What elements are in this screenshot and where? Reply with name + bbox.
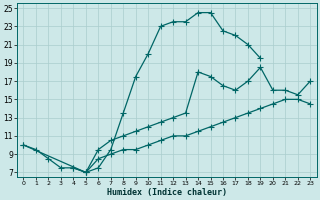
X-axis label: Humidex (Indice chaleur): Humidex (Indice chaleur) xyxy=(107,188,227,197)
